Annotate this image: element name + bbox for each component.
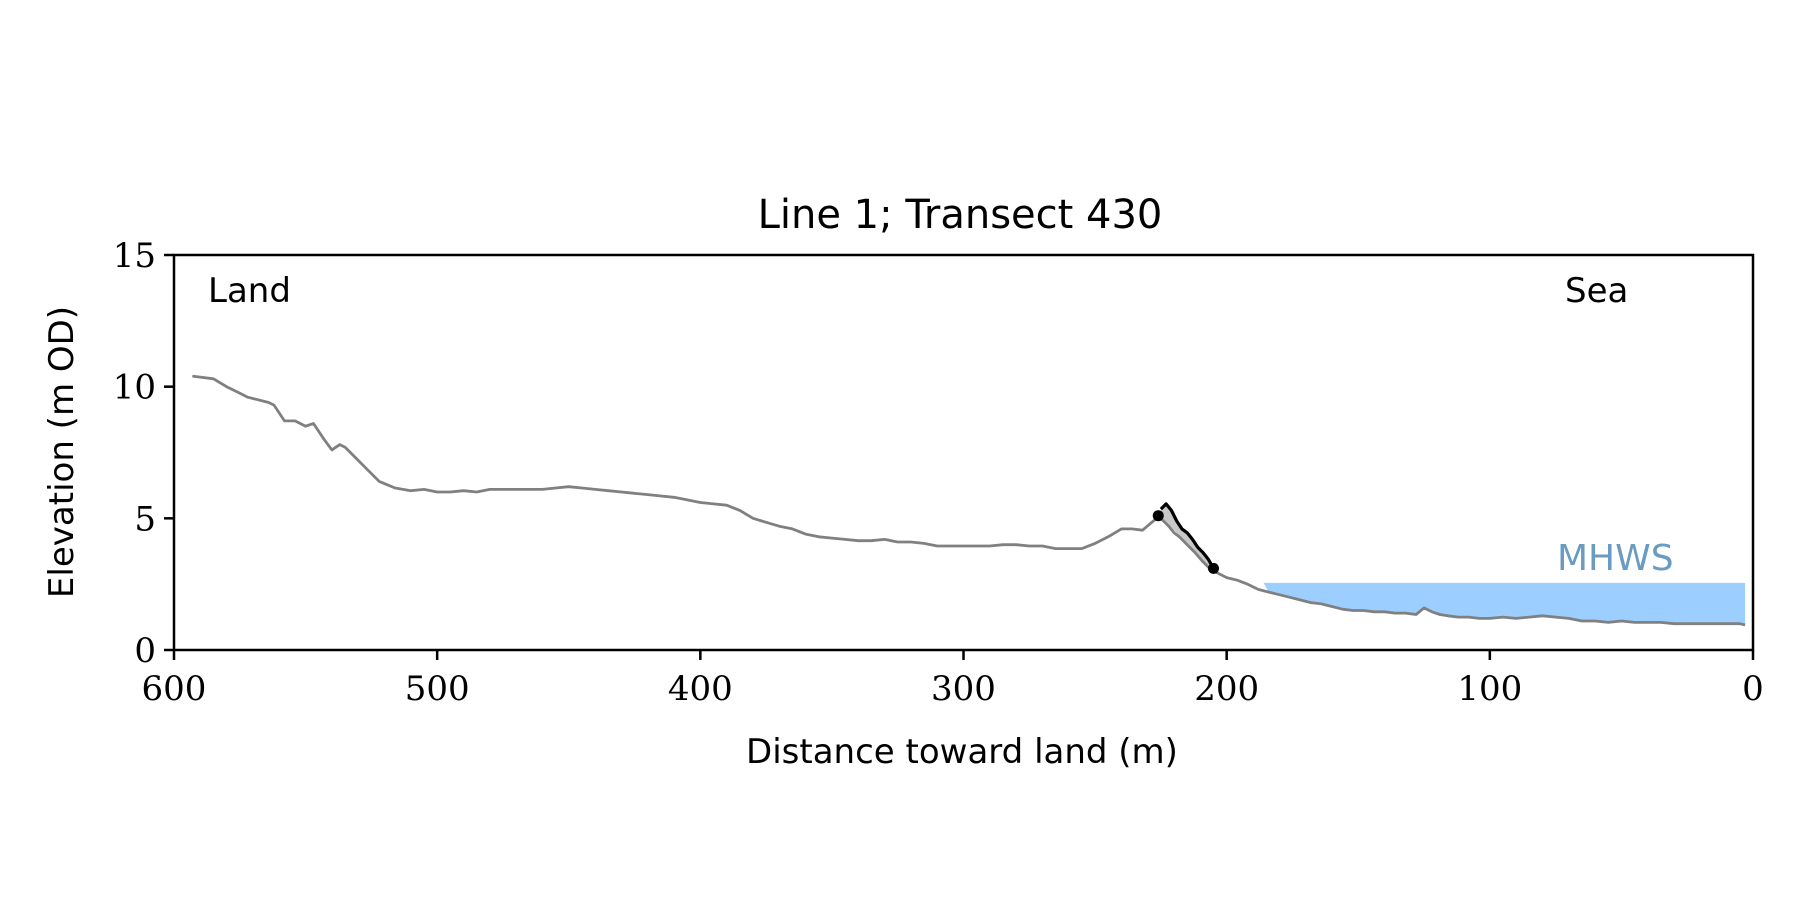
- x-tick-label: 200: [1194, 669, 1259, 709]
- y-tick-label: 10: [113, 368, 156, 408]
- annotation-land: Land: [208, 271, 291, 311]
- cliff-shade: [1160, 503, 1214, 570]
- x-tick-label: 400: [668, 669, 733, 709]
- x-tick-label: 500: [405, 669, 470, 709]
- y-tick-label: 0: [134, 631, 156, 671]
- cliff-top-marker: [1152, 510, 1164, 522]
- x-tick-label: 300: [931, 669, 996, 709]
- cliff-toe-marker: [1208, 562, 1220, 574]
- x-axis: 600 500 400 300 200 100 0: [142, 650, 1764, 709]
- x-tick-label: 100: [1457, 669, 1522, 709]
- cliff-line: [1159, 502, 1215, 570]
- y-tick-label: 5: [134, 499, 156, 539]
- x-tick-label: 0: [1742, 669, 1764, 709]
- x-axis-label: Distance toward land (m): [746, 732, 1178, 772]
- mhws-label: MHWS: [1557, 538, 1674, 579]
- plot-area: [192, 374, 1746, 627]
- y-axis: 0 5 10 15: [113, 236, 174, 671]
- annotation-sea: Sea: [1565, 271, 1628, 311]
- y-axis-label: Elevation (m OD): [42, 306, 82, 598]
- y-tick-label: 15: [113, 236, 156, 276]
- mhws-water-fill: [1263, 582, 1746, 625]
- profile-line: [192, 374, 1746, 627]
- x-tick-label: 600: [142, 669, 207, 709]
- chart-title: Line 1; Transect 430: [758, 192, 1163, 238]
